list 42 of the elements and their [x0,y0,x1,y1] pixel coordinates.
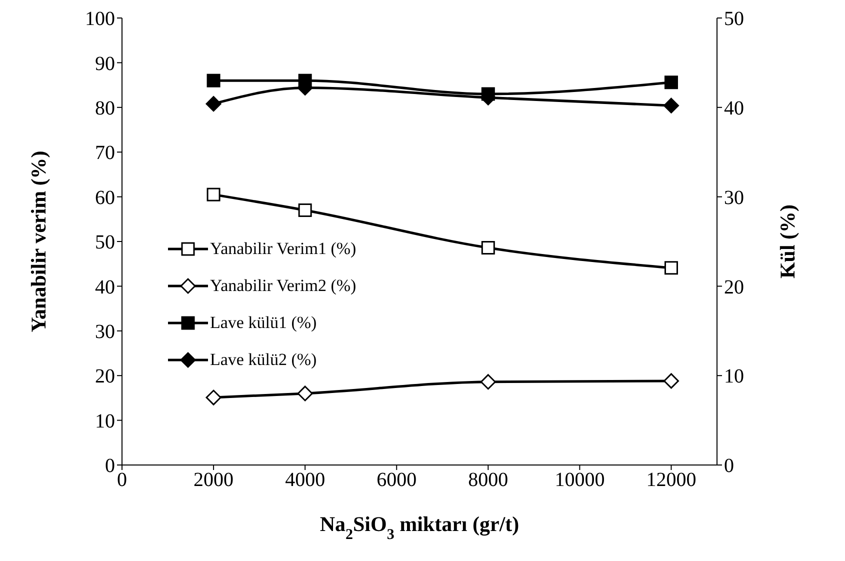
y-tick-label: 100 [85,8,115,30]
point [298,203,312,217]
point [480,374,496,390]
legend-label: Lave külü2 (%) [210,350,317,370]
point [206,188,220,202]
y2-tick-label: 20 [724,276,744,298]
y-tick-label: 60 [95,186,115,209]
y2-axis-title: Kül (%) [775,204,800,279]
point [664,76,678,90]
y-tick-label: 70 [95,142,115,164]
y-tick-label: 0 [105,455,115,478]
point [663,98,679,114]
y-tick-label: 30 [95,321,115,343]
x-tick-label: 6000 [376,469,417,492]
legend-label: Yanabilir Verim2 (%) [210,276,356,296]
y-axis-title: Yanabilir verim (%) [26,150,50,332]
y-tick-label: 10 [95,410,115,432]
point [206,74,220,88]
x-tick-label: 2000 [194,469,234,492]
y2-tick-label: 0 [724,455,734,478]
x-tick-label: 12000 [646,469,696,492]
x-axis-title: Na$_{2}$SiO$_{3}$ miktarı (gr/t) [320,512,520,543]
y-tick-label: 90 [95,52,115,75]
y2-tick-label: 30 [724,186,744,209]
y2-tick-label: 50 [724,8,744,30]
point [481,241,495,255]
point [664,261,678,275]
legend-label: Yanabilir Verim1 (%) [210,238,356,258]
point [206,96,222,112]
legend-label: Lave külü1 (%) [210,312,317,332]
y-tick-label: 50 [95,232,115,254]
y-tick-label: 20 [95,366,115,388]
y2-tick-label: 10 [724,366,744,388]
y-tick-label: 40 [95,276,115,298]
y-tick-label: 80 [95,98,115,120]
x-tick-label: 10000 [554,469,605,492]
y2-tick-label: 40 [724,98,744,120]
point [663,373,679,389]
x-tick-label: 8000 [468,469,508,492]
point [297,386,313,402]
point [206,390,222,406]
x-tick-label: 4000 [285,469,326,492]
